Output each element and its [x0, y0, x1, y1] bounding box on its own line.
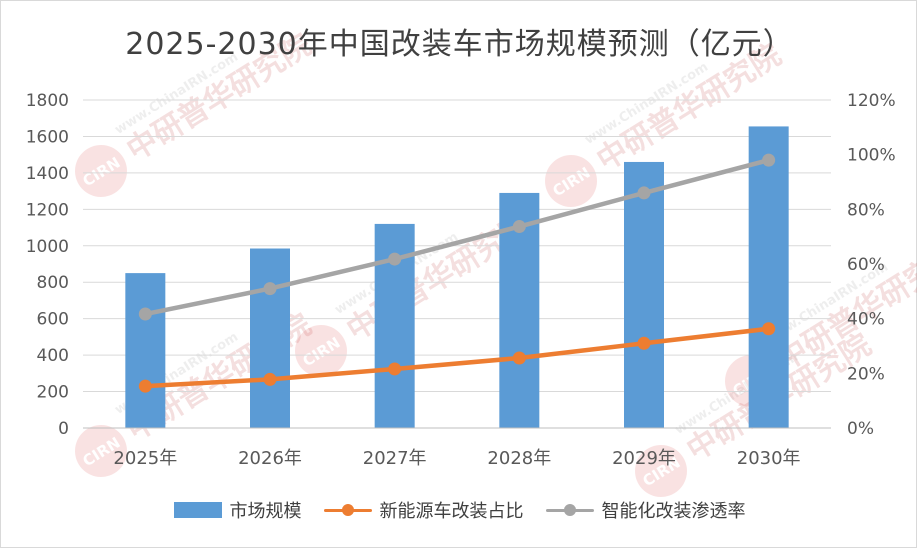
legend-label-market-size: 市场规模	[229, 501, 302, 522]
bar	[748, 126, 789, 428]
bar	[125, 273, 166, 428]
y-right-tick-label: 120%	[847, 91, 896, 111]
x-tick-label: 2030年	[737, 448, 801, 469]
watermark-badge-icon	[635, 445, 687, 497]
y-right-tick-label: 20%	[847, 364, 885, 384]
legend-label-smart-penetration: 智能化改装渗透率	[601, 501, 746, 522]
legend-swatch-market-size	[173, 502, 222, 518]
legend-item-nev-share: 新能源车改装占比	[323, 497, 524, 523]
axes: 0 200 400 600 800 1000 1200 1400 1600 1800 0% 20% 40…	[26, 91, 896, 469]
line-point	[388, 362, 402, 376]
watermark-badge-icon	[75, 425, 127, 477]
y-right-tick-label: 40%	[847, 310, 885, 330]
y-right-tick-label: 100%	[847, 146, 896, 166]
line-point	[512, 220, 526, 234]
y-left-tick-label: 400	[37, 346, 69, 366]
line-point	[138, 379, 152, 393]
line-point	[388, 252, 402, 266]
series-line	[143, 326, 771, 389]
y-left-tick-label: 800	[37, 273, 69, 293]
bar	[624, 161, 664, 428]
line-point	[263, 372, 277, 386]
legend-item-market-size: 市场规模	[173, 497, 302, 523]
line-point	[762, 153, 776, 167]
x-tick-label: 2027年	[363, 448, 427, 469]
x-tick-label: 2025年	[113, 448, 177, 469]
legend-label-nev-share: 新能源车改装占比	[379, 501, 524, 522]
chart-title: 2025-2030年中国改装车市场规模预测（亿元）	[125, 27, 794, 62]
line-point	[263, 282, 277, 296]
legend-item-smart-penetration: 智能化改装渗透率	[545, 497, 746, 523]
y-left-tick-label: 200	[37, 383, 69, 403]
y-left-tick-label: 1800	[26, 91, 69, 111]
watermark-badge-icon	[295, 325, 347, 377]
watermark-layer: CIRNwww.ChinaIRN.com中研普华研究院CIRNwww.China…	[75, 27, 917, 497]
chart-legend: 市场规模 新能源车改装占比 智能化改装渗透率	[1, 497, 917, 523]
y-right-tick-label: 60%	[847, 255, 885, 275]
y-right-tick-label: 0%	[847, 419, 874, 439]
legend-swatch-smart-penetration	[545, 502, 594, 518]
y-left-tick-label: 600	[37, 310, 69, 330]
x-tick-label: 2028年	[487, 448, 551, 469]
y-left-tick-label: 0	[58, 419, 69, 439]
line-point	[138, 307, 152, 321]
line-point	[637, 336, 651, 350]
watermark-badge-icon	[545, 155, 597, 207]
bar	[250, 248, 290, 428]
line-series	[138, 153, 776, 393]
x-tick-label: 2029年	[612, 448, 676, 469]
line-point	[637, 186, 651, 200]
y-left-tick-label: 1000	[26, 237, 69, 257]
y-left-tick-label: 1600	[26, 127, 69, 147]
y-left-tick-label: 1200	[26, 200, 69, 220]
watermark-badge-icon	[75, 145, 127, 197]
line-point	[762, 322, 776, 336]
x-tick-label: 2026年	[238, 448, 302, 469]
series-line	[143, 157, 771, 317]
y-left-tick-label: 1400	[26, 164, 69, 184]
y-right-tick-label: 80%	[847, 200, 885, 220]
legend-swatch-nev-share	[323, 502, 372, 518]
line-point	[512, 351, 526, 365]
